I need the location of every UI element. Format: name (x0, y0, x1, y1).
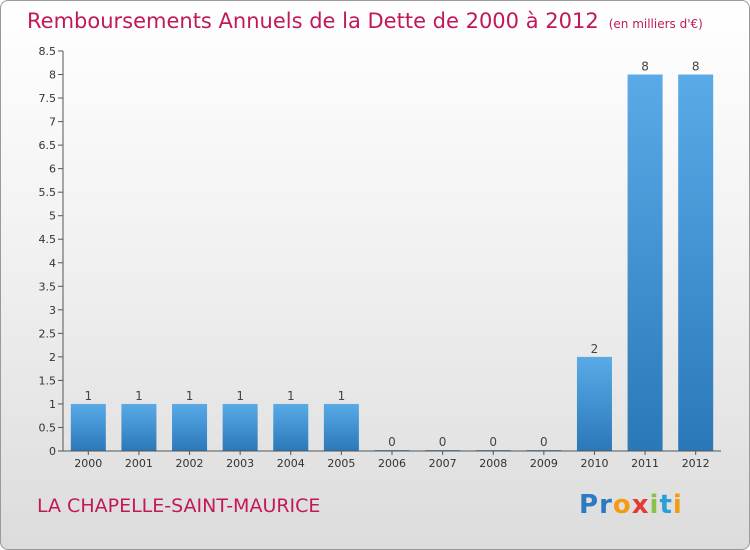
bar-data-label: 0 (540, 435, 548, 449)
bar (121, 403, 157, 451)
bar (273, 403, 309, 451)
y-tick-label: 8 (49, 69, 56, 82)
logo-letter: i (649, 490, 660, 520)
x-tick-label: 2008 (479, 457, 507, 470)
y-tick-label: 5 (49, 210, 56, 223)
y-tick-label: 3 (49, 304, 56, 317)
bar-data-label: 1 (287, 389, 295, 403)
y-tick-label: 1 (49, 398, 56, 411)
x-axis: 2000 2001 2002 2003 2004 2005 2006 2007 2008 2009… (63, 450, 721, 470)
bar-data-label: 0 (489, 435, 497, 449)
bar (222, 403, 258, 451)
x-tick-label: 2000 (74, 457, 102, 470)
y-tick-label: 6 (49, 163, 56, 176)
bar (627, 74, 663, 451)
logo-letter: i (672, 490, 683, 520)
bar (678, 74, 714, 451)
y-tick-label: 7.5 (39, 92, 57, 105)
x-tick-label: 2007 (429, 457, 457, 470)
x-tick-label: 2002 (176, 457, 204, 470)
bar (323, 403, 359, 451)
bar-data-label: 2 (591, 342, 599, 356)
bar-data-label: 0 (439, 435, 447, 449)
logo-letter: t (659, 490, 673, 520)
bars: 1 1 1 1 1 1 0 0 0 0 2 8 8 (70, 60, 714, 451)
bar (70, 403, 106, 451)
bar-data-label: 1 (338, 389, 346, 403)
y-tick-label: 3.5 (39, 280, 57, 293)
logo-letter: x (631, 490, 650, 520)
bar-data-label: 1 (135, 389, 143, 403)
logo-letter: P (579, 490, 600, 520)
y-tick-label: 4.5 (39, 233, 57, 246)
x-tick-label: 2003 (226, 457, 254, 470)
x-tick-label: 2006 (378, 457, 406, 470)
x-tick-label: 2010 (580, 457, 608, 470)
y-tick-label: 5.5 (39, 186, 57, 199)
x-tick-label: 2011 (631, 457, 659, 470)
y-tick-label: 7 (49, 116, 56, 129)
logo-letter: r (599, 490, 613, 520)
logo-letter: o (612, 490, 632, 520)
chart-title-text: Remboursements Annuels de la Dette de 20… (27, 9, 599, 33)
y-tick-label: 2.5 (39, 327, 57, 340)
y-axis: 0 0.5 1 1.5 2 2.5 3 3.5 4 4.5 5 5.5 6 6.5 7 7.5 8 8.5 (39, 45, 64, 458)
x-tick-label: 2009 (530, 457, 558, 470)
x-tick-label: 2005 (327, 457, 355, 470)
bar-data-label: 8 (692, 60, 700, 74)
x-tick-label: 2001 (125, 457, 153, 470)
bar (576, 356, 612, 451)
y-tick-label: 8.5 (39, 45, 57, 58)
chart-title: Remboursements Annuels de la Dette de 20… (27, 9, 703, 33)
y-tick-label: 4 (49, 257, 56, 270)
chart-unit: (en milliers d'€) (608, 17, 703, 31)
bar-data-label: 1 (236, 389, 244, 403)
y-tick-label: 6.5 (39, 139, 57, 152)
proxiti-logo: Proxiti (579, 490, 683, 520)
bar-data-label: 1 (84, 389, 92, 403)
y-tick-label: 1.5 (39, 374, 57, 387)
bar (172, 403, 208, 451)
bar-data-label: 1 (186, 389, 194, 403)
bar-data-label: 0 (388, 435, 396, 449)
commune-name: LA CHAPELLE-SAINT-MAURICE (37, 495, 321, 517)
y-tick-label: 0.5 (39, 421, 57, 434)
y-tick-label: 0 (49, 445, 56, 458)
x-tick-label: 2004 (277, 457, 305, 470)
bar-data-label: 8 (641, 60, 649, 74)
y-tick-label: 2 (49, 351, 56, 364)
x-tick-label: 2012 (682, 457, 710, 470)
